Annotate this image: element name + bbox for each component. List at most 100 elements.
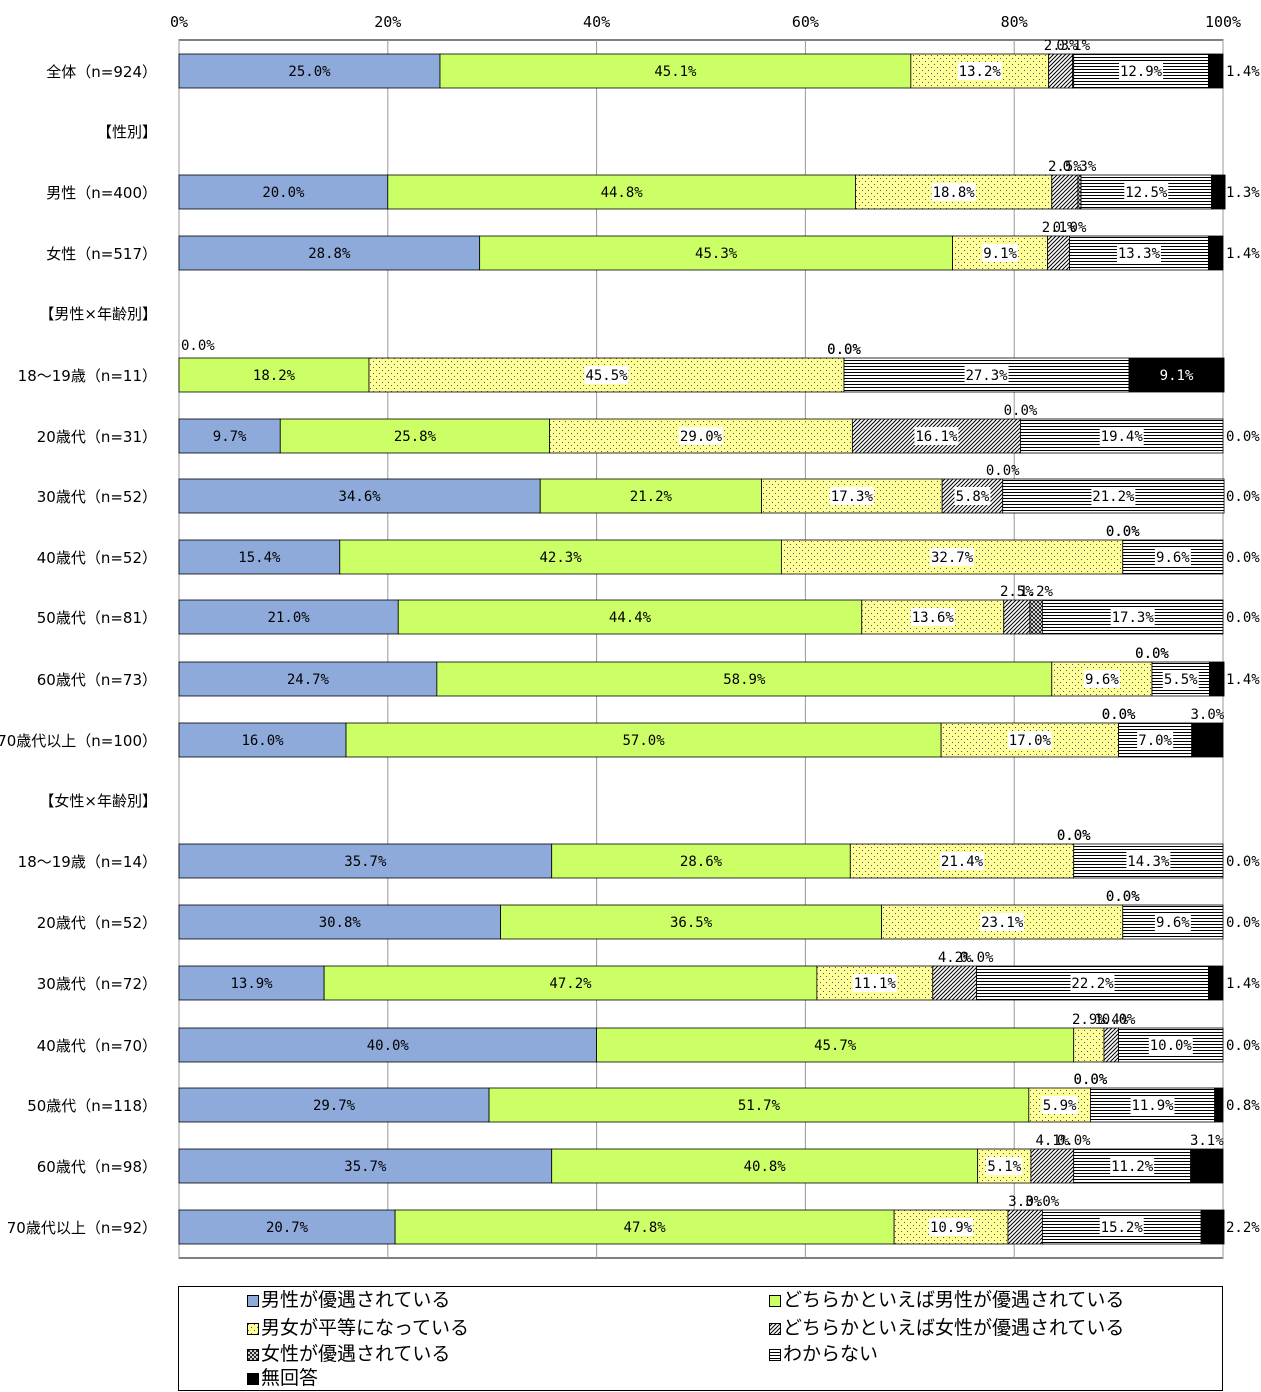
bar-segment (1207, 53, 1224, 89)
bar-segment (178, 965, 325, 1001)
data-label: 2.5% (1048, 159, 1082, 175)
data-label: 22.2% (1071, 976, 1114, 992)
data-label: 0.0% (181, 338, 215, 354)
bar-segment (1211, 174, 1226, 210)
data-label-bg (982, 244, 1019, 262)
data-label: 0.0% (1057, 828, 1091, 844)
data-label: 30.8% (319, 915, 362, 931)
data-label-bg (1154, 548, 1191, 566)
data-label: 9.6% (1156, 550, 1190, 566)
bar-segment (387, 174, 856, 210)
data-label: 5.1% (987, 1159, 1021, 1175)
bar-segment (1073, 1027, 1105, 1063)
data-label: 0.0% (1102, 707, 1136, 723)
tick-label: 40% (583, 13, 610, 31)
data-label: 0.0% (1226, 610, 1260, 626)
data-label: 9.1% (983, 246, 1017, 262)
data-label: 0.0% (1102, 707, 1136, 723)
data-label: 0.0% (827, 342, 861, 358)
data-label: 20.7% (266, 1220, 309, 1236)
category-label: 男性（n=400） (46, 184, 157, 202)
data-label: 1.4% (1226, 246, 1260, 262)
data-label-bg (1041, 1096, 1078, 1114)
bar-segment (1030, 1148, 1075, 1184)
data-label: 14.3% (1127, 854, 1170, 870)
data-label: 2.5% (1000, 584, 1034, 600)
data-label-bg (957, 62, 1002, 80)
data-label: 0.0% (1226, 854, 1260, 870)
data-label-bg (1162, 670, 1199, 688)
data-label-bg (1137, 731, 1174, 749)
data-label: 1.4% (1226, 672, 1260, 688)
data-label-bg (910, 608, 955, 626)
data-label: 5.5% (1164, 672, 1198, 688)
bar-segment (178, 418, 281, 454)
bar-segment (932, 965, 978, 1001)
data-label: 42.3% (540, 550, 583, 566)
data-label: 20.0% (262, 185, 305, 201)
category-label: 20歳代（n=52） (37, 914, 157, 932)
data-label: 0.0% (1074, 1072, 1108, 1088)
data-label: 45.1% (654, 64, 697, 80)
data-label-bg (980, 913, 1025, 931)
data-label: 3.0% (1190, 707, 1224, 723)
data-label-bg (584, 366, 629, 384)
data-label-bg (940, 852, 984, 870)
data-label: 7.0% (1138, 733, 1172, 749)
data-label-bg (964, 366, 1009, 384)
data-label: 0.0% (1106, 889, 1140, 905)
data-label: 57.0% (623, 733, 666, 749)
tick-label: 20% (374, 13, 401, 31)
data-label-bg (1126, 852, 1171, 870)
x-axis-ticks: 0% 20% 40% 60% 80% 100% (170, 13, 1241, 31)
data-label-bg (986, 1157, 1023, 1175)
data-label-bg (1091, 487, 1136, 505)
bar-segment (178, 843, 553, 879)
bar-segment (1003, 599, 1031, 635)
data-label: 0.0% (1106, 524, 1140, 540)
data-label: 24.7% (287, 672, 330, 688)
data-label-bg (1083, 670, 1120, 688)
data-label: 2.9% (1072, 1012, 1106, 1028)
legend-label: 女性が優遇されている (261, 1343, 451, 1365)
legend-item-6: 無回答 (247, 1367, 318, 1389)
legend-item-4: 女性が優遇されている (247, 1343, 450, 1365)
legend: 男性が優遇されている どちらかといえば男性が優遇されている 男女が平等になってい… (178, 1286, 1223, 1391)
data-label: 58.9% (723, 672, 766, 688)
data-label: 0.0% (986, 463, 1020, 479)
data-label: 47.2% (549, 976, 592, 992)
data-label-bg (930, 548, 975, 566)
legend-item-3: どちらかといえば女性が優遇されている (769, 1317, 1124, 1339)
data-label: 0.0% (1053, 220, 1087, 236)
data-label: 40.0% (367, 1038, 410, 1054)
category-label: 【性別】 (97, 123, 157, 141)
data-label: 40.8% (744, 1159, 787, 1175)
tick-label: 100% (1205, 13, 1241, 31)
legend-item-1: どちらかといえば男性が優遇されている (769, 1289, 1124, 1311)
bar-segment (178, 599, 399, 635)
data-label: 0.0% (1102, 1012, 1136, 1028)
bar-segment (1191, 722, 1224, 758)
category-label: 50歳代（n=81） (37, 609, 157, 627)
data-label: 17.3% (831, 489, 874, 505)
data-label: 0.0% (1135, 646, 1169, 662)
bar-segment (178, 174, 389, 210)
data-label: 12.5% (1125, 185, 1168, 201)
data-label-bg (1119, 62, 1164, 80)
data-label: 32.7% (931, 550, 974, 566)
data-label: 0.0% (1026, 1194, 1060, 1210)
bar-segment (1214, 1087, 1224, 1123)
data-label: 35.7% (344, 854, 387, 870)
data-label: 21.0% (268, 610, 311, 626)
category-label: 20歳代（n=31） (37, 428, 157, 446)
data-label: 16.1% (915, 429, 958, 445)
data-label: 1.2% (1019, 584, 1053, 600)
data-label: 27.3% (965, 368, 1008, 384)
category-label: 【女性×年齢別】 (39, 792, 157, 810)
data-label: 13.6% (912, 610, 955, 626)
data-label-bg (931, 183, 976, 201)
data-label: 11.1% (854, 976, 897, 992)
bar-segment (1077, 174, 1082, 210)
legend-item-0: 男性が優遇されている (247, 1289, 450, 1311)
bar-segment (178, 904, 501, 940)
